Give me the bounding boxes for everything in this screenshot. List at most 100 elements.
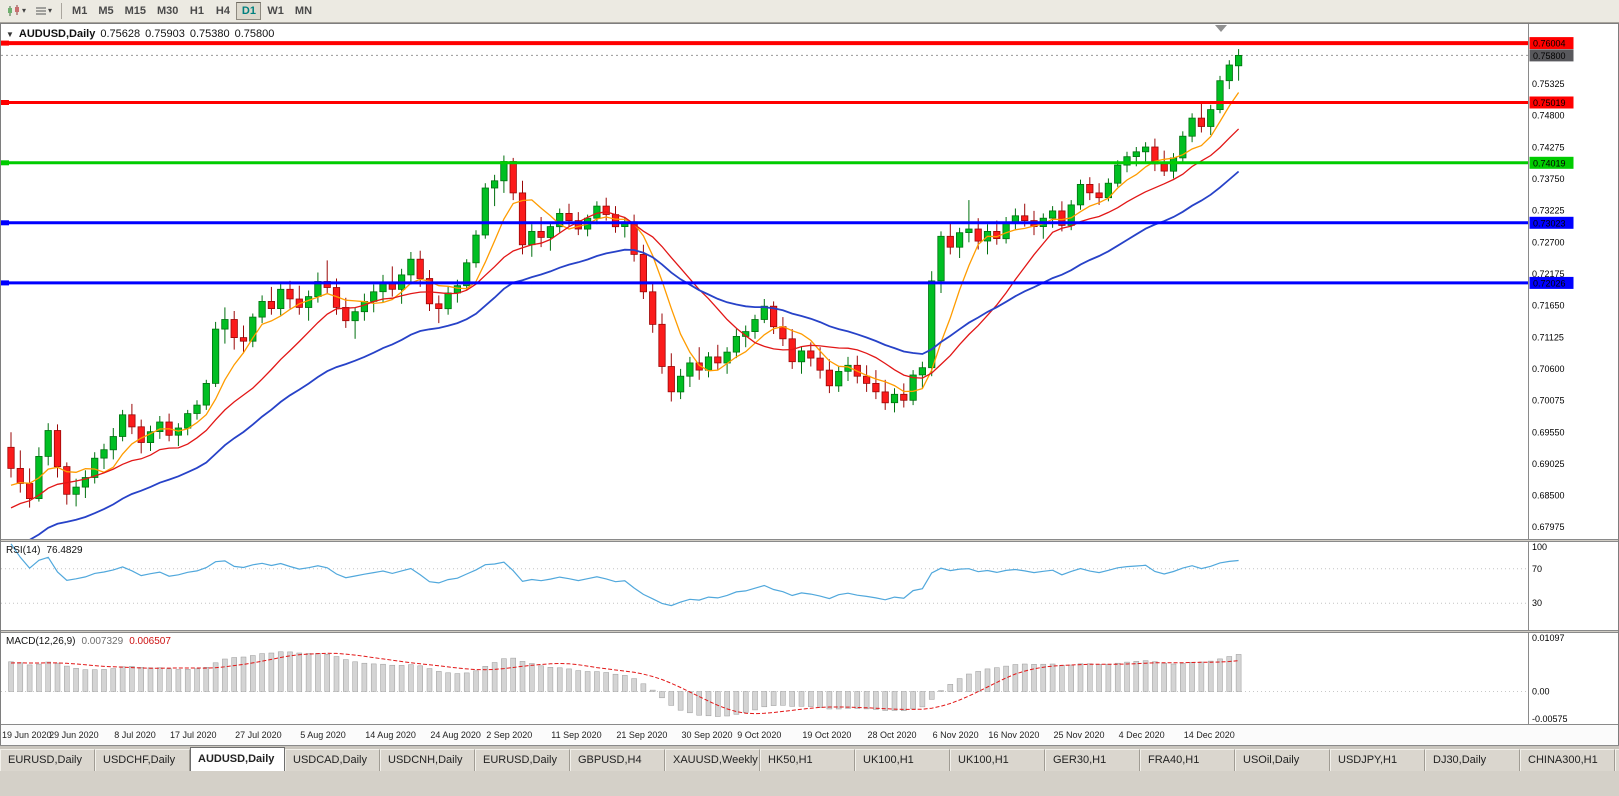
symbol-tab[interactable]: AUDUSD,Daily <box>190 747 285 771</box>
date-label: 9 Oct 2020 <box>737 730 782 740</box>
zoom-menu-button[interactable]: ▾ <box>31 2 56 20</box>
rsi-value: 76.4829 <box>46 545 83 556</box>
price-tag-label: 0.74019 <box>1533 158 1566 168</box>
date-label: 11 Sep 2020 <box>551 730 602 740</box>
symbol-tab[interactable]: GBPUSD,H4 <box>570 749 665 771</box>
price-tag-box <box>1529 96 1574 109</box>
date-label: 24 Aug 2020 <box>430 730 481 740</box>
price-tag-box <box>1529 37 1574 50</box>
price-scale-label: 0.70075 <box>1532 396 1565 406</box>
price-tag-label: 0.73023 <box>1533 218 1566 228</box>
price-tag-label: 0.75800 <box>1533 51 1566 61</box>
symbol-tab[interactable]: USDCNH,Daily <box>380 749 475 771</box>
price-scale-label: 0.74275 <box>1532 142 1565 152</box>
chart-title: ▼ AUDUSD,Daily 0.75628 0.75903 0.75380 0… <box>6 28 274 40</box>
symbol-tab[interactable]: HK50,H1 <box>760 749 855 771</box>
price-tag-box <box>1529 216 1574 229</box>
date-label: 19 Oct 2020 <box>802 730 852 740</box>
symbol-tab[interactable]: UK100,H1 <box>950 749 1045 771</box>
chart-type-menu-button[interactable]: ▾ <box>3 2 30 20</box>
line-left-marker[interactable] <box>1 220 9 226</box>
date-label: 2 Sep 2020 <box>486 730 533 740</box>
price-scale-label: 0.74800 <box>1532 111 1565 121</box>
toolbar-separator <box>61 3 63 19</box>
symbol-tab[interactable]: EURUSD,Daily <box>475 749 570 771</box>
date-label: 14 Dec 2020 <box>1183 730 1235 740</box>
ohlc-close: 0.75800 <box>234 28 275 40</box>
price-scale-label: 0.67975 <box>1532 522 1565 532</box>
shift-marker-icon[interactable] <box>1215 25 1227 32</box>
timeframe-button-d1[interactable]: D1 <box>236 2 262 20</box>
timeframe-button-m1[interactable]: M1 <box>72 5 88 17</box>
macd-name: MACD(12,26,9) <box>6 636 76 647</box>
macd-value-signal: 0.006507 <box>129 636 171 647</box>
panel-splitter[interactable] <box>1 539 1618 542</box>
rsi-panel[interactable]: 100 70 30 <box>1 542 1619 630</box>
symbol-tab[interactable]: UK100,H1 <box>855 749 950 771</box>
date-label: 21 Sep 2020 <box>616 730 668 740</box>
rsi-label: RSI(14) 76.4829 <box>6 545 83 556</box>
ohlc-low: 0.75380 <box>189 28 230 40</box>
timeframe-button-h1[interactable]: H1 <box>189 5 204 17</box>
price-scale-label: 0.71650 <box>1532 301 1565 311</box>
date-label: 28 Oct 2020 <box>867 730 917 740</box>
line-left-marker[interactable] <box>1 100 9 105</box>
ma-line-slow <box>29 170 1240 539</box>
chart-tab-bar: EURUSD,Daily USDCHF,Daily AUDUSD,Daily USDC… <box>0 745 1619 771</box>
macd-panel[interactable]: 0.01097 0.00 -0.00575 <box>1 633 1619 724</box>
ohlc-open: 0.75628 <box>100 28 141 40</box>
price-tag-label: 0.76004 <box>1533 39 1566 49</box>
line-left-marker[interactable] <box>1 160 9 166</box>
date-label: 5 Aug 2020 <box>300 730 346 740</box>
symbol-tab[interactable]: CHINA300,H1 <box>1520 749 1615 771</box>
price-scale-label: 0.73750 <box>1532 174 1565 184</box>
price-scale[interactable]: 0.75325 0.74800 0.74275 0.73750 0.73225 0.727… <box>1529 37 1574 532</box>
line-left-marker[interactable] <box>1 40 9 46</box>
date-label: 6 Nov 2020 <box>932 730 979 740</box>
symbol-tab[interactable]: USDCHF,Daily <box>95 749 190 771</box>
date-label: 19 Jun 2020 <box>2 730 52 740</box>
symbol-tab[interactable]: EURUSD,Daily <box>0 749 95 771</box>
timeframe-button-mn[interactable]: MN <box>294 5 313 17</box>
price-scale-label: 0.69025 <box>1532 459 1565 469</box>
price-scale-label: 0.73225 <box>1532 206 1565 216</box>
date-label: 29 Jun 2020 <box>49 730 99 740</box>
symbol-tab[interactable]: USDJPY,H1 <box>1330 749 1425 771</box>
candlestick-chart-icon <box>8 5 19 16</box>
timeframe-button-m5[interactable]: M5 <box>98 5 114 17</box>
symbol-tab[interactable]: USDCAD,Daily <box>285 749 380 771</box>
main-price-chart[interactable]: 0.75325 0.74800 0.74275 0.73750 0.73225 0.727… <box>1 24 1619 539</box>
symbol-tab[interactable]: USOil,Daily <box>1235 749 1330 771</box>
chart-window[interactable]: 0.75325 0.74800 0.74275 0.73750 0.73225 0.727… <box>0 23 1619 746</box>
line-left-marker[interactable] <box>1 280 9 286</box>
symbol-tab[interactable]: FRA40,H1 <box>1140 749 1235 771</box>
symbol-tab[interactable]: US <box>1615 749 1619 771</box>
rsi-name: RSI(14) <box>6 545 41 556</box>
ohlc-high: 0.75903 <box>145 28 185 40</box>
date-label: 17 Jul 2020 <box>170 730 217 740</box>
panel-splitter[interactable] <box>1 630 1618 633</box>
date-label: 25 Nov 2020 <box>1053 730 1105 740</box>
ma-line-fast <box>10 92 1240 486</box>
symbol-tab[interactable]: DJ30,Daily <box>1425 749 1520 771</box>
macd-value-main: 0.007329 <box>81 636 124 647</box>
timeframe-button-m30[interactable]: M30 <box>157 5 179 17</box>
window-bottom-strip <box>0 771 1619 796</box>
symbol-period-label: AUDUSD,Daily <box>18 28 96 40</box>
rsi-line <box>10 543 1239 607</box>
date-label: 4 Dec 2020 <box>1118 730 1165 740</box>
date-label: 14 Aug 2020 <box>365 730 416 740</box>
symbol-tab[interactable]: GER30,H1 <box>1045 749 1140 771</box>
rsi-scale-label: 30 <box>1532 598 1542 608</box>
symbol-tab[interactable]: XAUUSD,Weekly <box>665 749 760 771</box>
candles-series <box>7 49 1243 508</box>
price-tag-box <box>1529 49 1574 62</box>
timeframe-button-h4[interactable]: H4 <box>215 5 230 17</box>
timeframe-button-m15[interactable]: M15 <box>124 5 146 17</box>
price-scale-label: 0.72700 <box>1532 237 1565 247</box>
price-scale-label: 0.75325 <box>1532 79 1565 89</box>
date-label: 27 Jul 2020 <box>235 730 282 740</box>
time-axis[interactable]: 19 Jun 2020 29 Jun 2020 8 Jul 2020 17 Jul 2… <box>1 724 1618 746</box>
date-label: 16 Nov 2020 <box>988 730 1040 740</box>
timeframe-button-w1[interactable]: W1 <box>267 5 284 17</box>
